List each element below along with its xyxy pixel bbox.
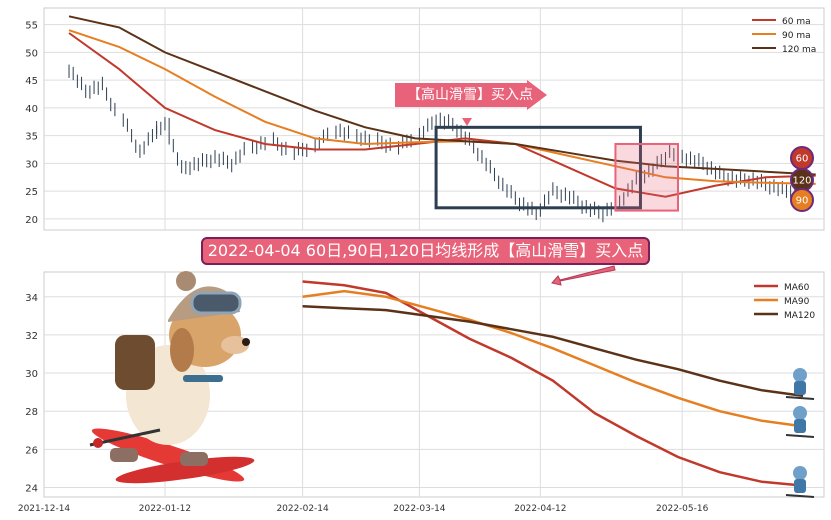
mini-skier-icon [785,466,815,498]
mini-skier-head [793,368,807,382]
mini-skier-body [794,479,806,493]
mini-skier-ski [785,396,815,400]
legend-label: 90 ma [782,31,811,41]
legend-label: MA120 [784,311,815,321]
series-line-MA60 [302,280,804,487]
y-tick-label: 26 [25,445,38,456]
ma-badge-label: 60 [796,154,809,165]
dog-nose [242,338,250,346]
series-line-90-ma [68,29,816,185]
skier-dog-illustration [89,271,255,484]
y-tick-label: 35 [25,132,38,143]
signal-highlight-box [614,142,680,212]
beanie-pom [176,271,196,291]
y-tick-label: 30 [25,369,38,380]
mini-skier-body [794,419,806,433]
y-tick-label: 30 [25,159,38,170]
x-tick-label: 2022-01-12 [139,504,191,514]
dog-ear [170,328,194,372]
mini-skier-head [793,466,807,480]
x-tick-label: 2022-03-14 [393,504,446,514]
legend-label: MA60 [784,283,810,293]
dog-snout [221,336,249,354]
x-tick-label: 2022-04-12 [514,504,566,514]
scarf [183,375,223,382]
y-tick-label: 45 [25,76,38,87]
series-line-MA120 [302,305,804,398]
mini-skier-body [794,381,806,395]
backpack [115,335,155,390]
mini-skier-ski [785,494,815,498]
signal-pointer [462,112,472,126]
x-tick-label: 2022-02-14 [276,504,329,514]
series-line-MA90 [302,289,804,428]
ski-boot [110,448,138,462]
y-tick-label: 25 [25,187,38,198]
plot-area [43,7,825,231]
x-tick-label: 2022-05-16 [656,504,709,514]
chart-title: 2022-04-04 60日,90日,120日均线形成【高山滑雪】买入点 [201,237,650,265]
y-tick-label: 28 [25,407,38,418]
signal-window-box [434,125,642,210]
overlay: 60 120 90 [89,112,815,498]
y-tick-label: 20 [25,215,38,226]
signal-callout: 【高山滑雪】买入点 [395,80,547,110]
title-pointer-arrow [551,265,616,286]
legend-label: 60 ma [782,17,811,27]
pole-basket [93,438,103,448]
ma-badge-label: 120 [792,176,811,187]
signal-label: 【高山滑雪】买入点 [407,87,533,103]
y-tick-label: 40 [25,104,38,115]
y-tick-label: 32 [25,331,38,342]
ma-badge [790,188,814,212]
mini-skier-icon [785,406,815,438]
ski-goggles [190,291,242,315]
legend-label: 120 ma [782,45,816,55]
y-tick-label: 50 [25,48,38,59]
ski-boot [180,452,208,466]
top-panel: 20 25 30 35 40 45 50 55 60 ma 90 ma 120 ma [25,7,825,231]
legend-label: MA90 [784,297,810,307]
mini-skier-head [793,406,807,420]
ma-badge-label: 90 [796,196,809,207]
mini-skier-ski [785,434,815,438]
y-tick-label: 55 [25,21,38,32]
ski [115,456,255,484]
series-line-120-ma [68,15,816,176]
signal-arrow-shape [395,80,547,110]
y-tick-label: 34 [25,293,38,304]
mini-skier-icon [785,368,815,400]
x-tick-label: 2021-12-14 [18,504,71,514]
y-tick-label: 24 [25,483,38,494]
